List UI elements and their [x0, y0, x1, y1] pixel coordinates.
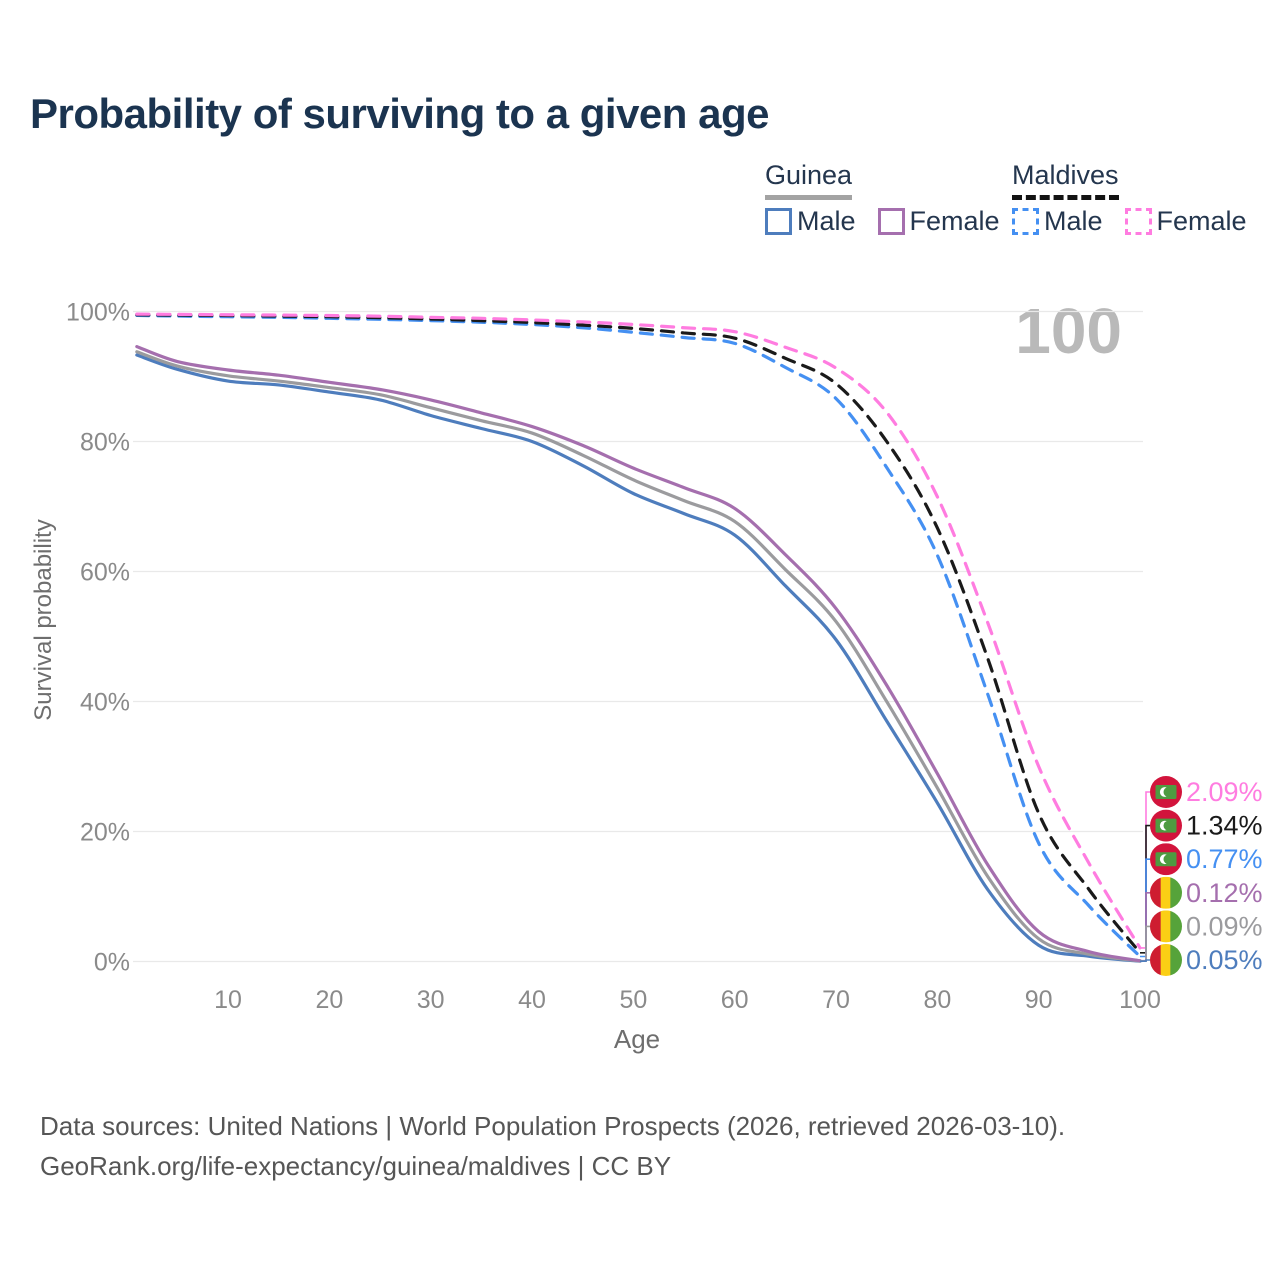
- y-tick-label: 20%: [80, 819, 130, 847]
- end-value-label-guinea-both[interactable]: 0.09%: [1186, 911, 1263, 941]
- guinea-female-swatch-icon: [877, 208, 905, 235]
- end-value-label-maldives-both[interactable]: 1.34%: [1186, 811, 1263, 841]
- survival-curve-maldives-female[interactable]: [135, 312, 1142, 950]
- guinea-flag-icon: [1150, 876, 1182, 909]
- flag-crescent-mask: [1163, 787, 1174, 797]
- flag-stripe: [1160, 876, 1172, 909]
- legend-item-maldives-male[interactable]: Male: [1012, 206, 1103, 237]
- x-tick-label: 80: [923, 986, 951, 1014]
- y-tick-label: 100%: [66, 299, 130, 327]
- guinea-male-swatch-icon: [765, 208, 792, 235]
- page-title: Probability of surviving to a given age: [30, 90, 769, 137]
- x-tick-label: 50: [619, 986, 647, 1014]
- maldives-flag-icon: [1150, 776, 1182, 808]
- end-value-label-maldives-male[interactable]: 0.77%: [1186, 844, 1263, 874]
- legend-item-label: Female: [1156, 206, 1247, 236]
- x-tick-label: 10: [214, 986, 242, 1014]
- legend-country-guinea: Guinea: [765, 160, 853, 200]
- x-axis-title: Age: [614, 1024, 660, 1054]
- legend-item-label: Male: [797, 206, 856, 236]
- legend-country-maldives: Maldives: [1012, 160, 1119, 200]
- guinea-flag-icon: [1150, 944, 1182, 976]
- flag-stripe: [1170, 910, 1182, 943]
- x-tick-label: 90: [1025, 986, 1053, 1014]
- flag-stripe: [1160, 944, 1172, 976]
- end-label-connector: [1140, 959, 1150, 962]
- end-value-label-guinea-female[interactable]: 0.12%: [1186, 878, 1263, 908]
- survival-curve-maldives-male[interactable]: [135, 313, 1142, 959]
- survival-curve-maldives-both[interactable]: [135, 313, 1142, 955]
- legend-item-label: Female: [909, 206, 1000, 236]
- flag-stripe: [1160, 910, 1172, 943]
- legend-items-guinea: Male Female: [765, 206, 1000, 237]
- survival-curve-guinea-both[interactable]: [135, 350, 1142, 963]
- end-value-label-guinea-male[interactable]: 0.05%: [1186, 945, 1263, 975]
- y-tick-label: 40%: [80, 689, 130, 717]
- flag-crescent-mask: [1163, 854, 1174, 865]
- maldives-flag-icon: [1150, 809, 1182, 842]
- y-tick-label: 80%: [80, 429, 130, 457]
- flag-stripe: [1150, 944, 1162, 976]
- flag-crescent-mask: [1163, 820, 1174, 831]
- legend-group-maldives: Maldives Male Female: [1012, 160, 1247, 237]
- x-tick-label: 60: [721, 986, 749, 1014]
- flag-stripe: [1150, 876, 1162, 909]
- maldives-male-swatch-icon: [1012, 208, 1039, 235]
- guinea-flag-icon: [1150, 910, 1182, 943]
- maldives-flag-icon: [1150, 843, 1182, 876]
- y-tick-label: 60%: [80, 559, 130, 587]
- legend-items-maldives: Male Female: [1012, 206, 1247, 237]
- attribution-text: GeoRank.org/life-expectancy/guinea/maldi…: [40, 1151, 672, 1181]
- legend-item-guinea-male[interactable]: Male: [765, 206, 856, 237]
- x-tick-label: 30: [417, 986, 445, 1014]
- hovered-age-watermark: 100: [1015, 295, 1122, 367]
- end-label-connector: [1140, 824, 1150, 954]
- end-label-connector: [1140, 791, 1150, 949]
- legend-item-maldives-female[interactable]: Female: [1124, 206, 1247, 237]
- x-tick-label: 20: [315, 986, 343, 1014]
- end-value-label-maldives-female[interactable]: 2.09%: [1186, 777, 1263, 807]
- flag-stripe: [1170, 876, 1182, 909]
- data-sources-text: Data sources: United Nations | World Pop…: [40, 1111, 1066, 1141]
- legend-item-label: Male: [1044, 206, 1103, 236]
- x-tick-label: 100: [1119, 986, 1161, 1014]
- flag-stripe: [1170, 944, 1182, 976]
- legend-item-guinea-female[interactable]: Female: [877, 206, 1000, 237]
- survival-curve-guinea-male[interactable]: [135, 353, 1142, 963]
- end-label-connector: [1140, 858, 1150, 958]
- legend-group-guinea: Guinea Male Female: [765, 160, 1000, 237]
- maldives-female-swatch-icon: [1124, 208, 1152, 235]
- y-tick-label: 0%: [94, 949, 130, 977]
- survival-curve-guinea-female[interactable]: [135, 345, 1142, 963]
- x-tick-label: 40: [518, 986, 546, 1014]
- chart-footer: Data sources: United Nations | World Pop…: [40, 1106, 1065, 1186]
- flag-stripe: [1150, 910, 1162, 943]
- x-tick-label: 70: [822, 986, 850, 1014]
